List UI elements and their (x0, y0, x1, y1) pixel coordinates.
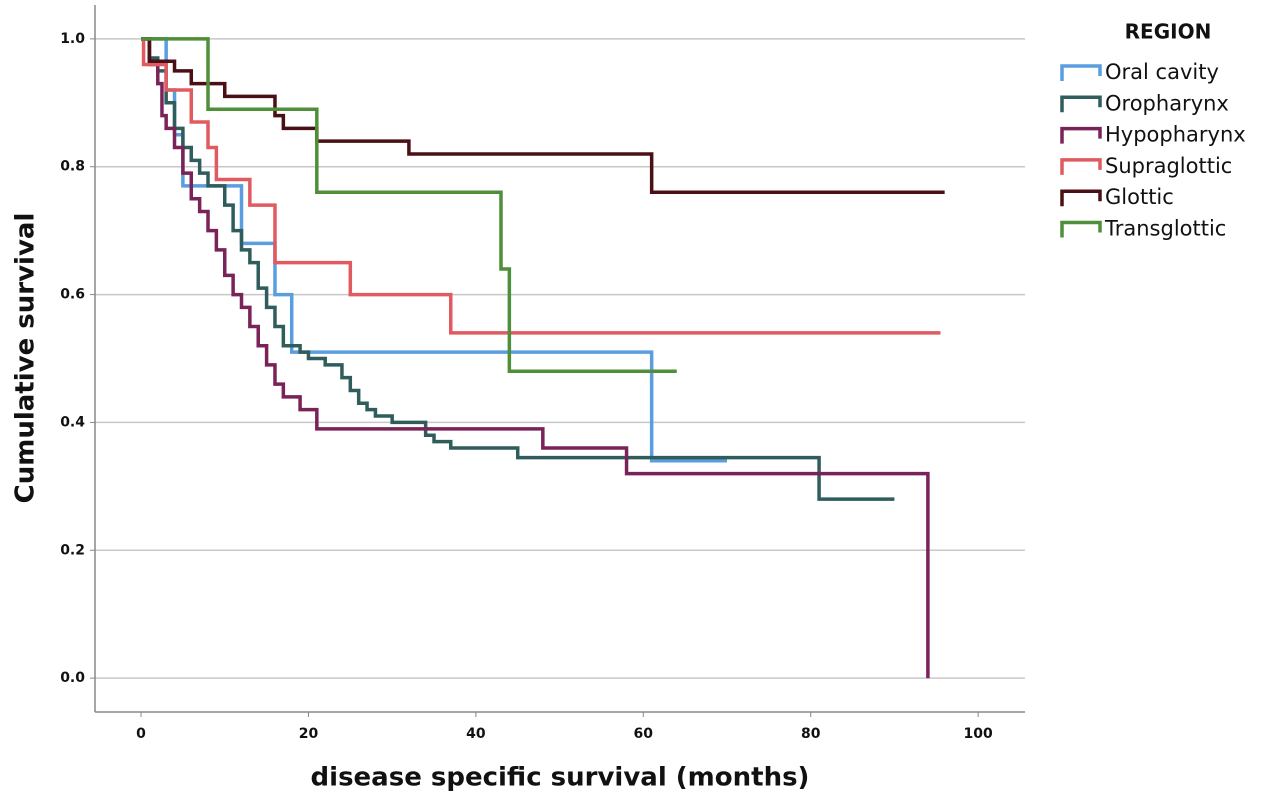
legend-label: Oral cavity (1105, 60, 1219, 84)
legend-label: Glottic (1105, 185, 1174, 209)
legend-swatch (1060, 220, 1102, 238)
legend-title: REGION (1125, 20, 1212, 44)
x-tick-label: 40 (466, 726, 486, 742)
legend-swatch (1060, 126, 1102, 144)
legend-swatch (1060, 95, 1102, 113)
x-axis-title: disease specific survival (months) (311, 763, 810, 793)
x-tick-label: 0 (136, 726, 146, 742)
legend-label: Hypopharynx (1105, 123, 1246, 147)
y-tick-label: 0.2 (60, 542, 85, 558)
y-tick-label: 1.0 (60, 31, 85, 47)
survival-curve (141, 37, 930, 679)
x-tick-label: 20 (299, 726, 319, 742)
y-tick-label: 0.4 (60, 414, 85, 430)
legend-label: Supraglottic (1105, 154, 1232, 178)
survival-curve (141, 37, 727, 463)
x-tick-label: 100 (964, 726, 993, 742)
legend-label: Transglottic (1104, 217, 1226, 241)
x-tick-label: 80 (801, 726, 821, 742)
y-tick-label: 0.0 (60, 670, 85, 686)
survival-curve (141, 37, 941, 335)
legend-label: Oropharynx (1105, 91, 1229, 115)
survival-curve (141, 37, 677, 374)
legend-swatch (1060, 64, 1102, 81)
legend-swatch (1060, 189, 1102, 207)
y-tick-label: 0.6 (60, 287, 85, 303)
legend-swatch (1060, 158, 1102, 175)
y-axis-title: Cumulative survival (11, 213, 41, 504)
x-tick-label: 60 (634, 726, 654, 742)
y-tick-label: 0.8 (60, 159, 85, 175)
survival-curve (141, 37, 945, 195)
